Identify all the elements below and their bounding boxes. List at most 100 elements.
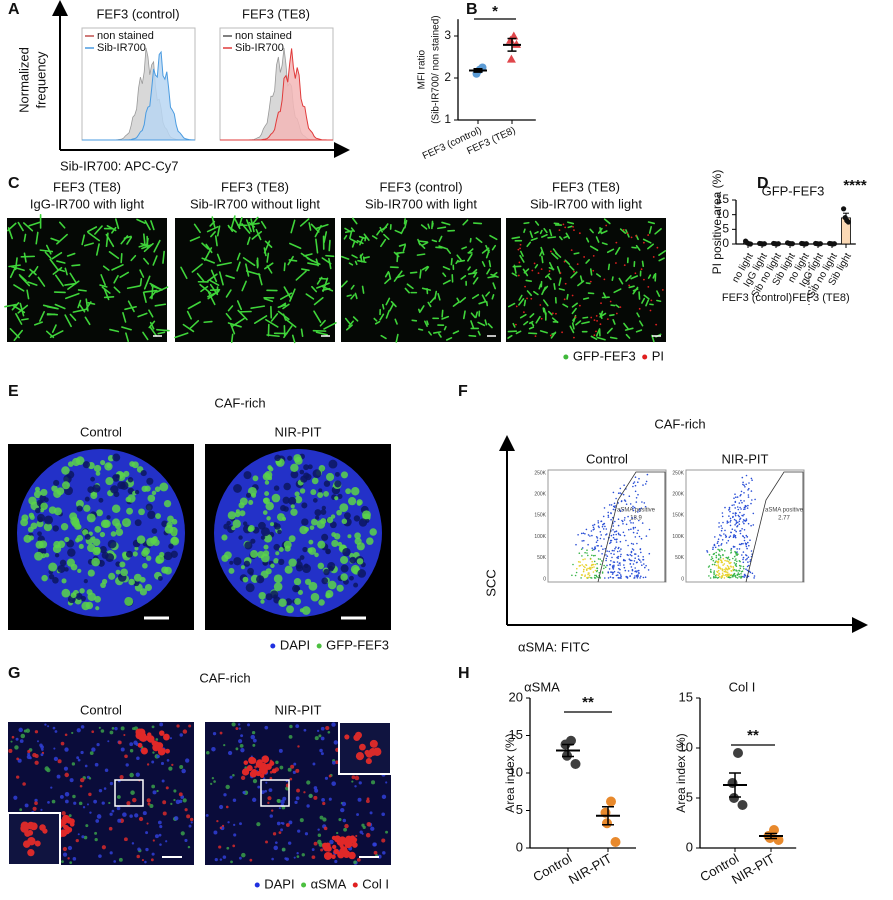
- spheroid-cell: [83, 578, 88, 584]
- event: [713, 571, 715, 574]
- cell: [421, 241, 429, 246]
- spheroid-cell: [140, 470, 147, 477]
- data-point: [727, 778, 738, 788]
- tissue-cell: [257, 785, 261, 789]
- tissue-cell: [265, 781, 268, 784]
- tissue-cell: [176, 724, 180, 728]
- cell: [590, 335, 598, 341]
- spheroid-cell: [262, 472, 271, 481]
- event: [575, 571, 578, 574]
- event: [754, 498, 756, 501]
- data-point: [509, 31, 519, 40]
- tissue-cell: [179, 733, 183, 737]
- event: [645, 480, 648, 483]
- event: [584, 551, 586, 554]
- tissue-cell: [98, 788, 103, 793]
- event: [600, 534, 602, 536]
- tissue-cell: [142, 811, 147, 816]
- data-point: [506, 54, 516, 63]
- event: [584, 575, 586, 578]
- tissue-cell: [36, 740, 39, 743]
- cell: [384, 278, 391, 285]
- event: [609, 563, 612, 566]
- flow-tick-label: 0: [543, 576, 546, 582]
- event: [740, 575, 743, 578]
- event: [729, 521, 731, 523]
- spheroid-cell: [263, 544, 269, 550]
- event: [632, 531, 635, 534]
- cell: [19, 275, 31, 287]
- cell: [523, 228, 526, 234]
- tissue-cell: [237, 723, 241, 726]
- tissue-cell: [335, 760, 339, 765]
- tissue-cell: [145, 831, 149, 835]
- event: [583, 565, 585, 568]
- group-label: FEF3 (TE8): [792, 292, 849, 304]
- event: [586, 577, 588, 579]
- spheroid-cell: [273, 558, 279, 564]
- cell: [305, 293, 315, 300]
- spheroid-cell: [314, 509, 322, 516]
- cell: [13, 329, 24, 342]
- spheroid-cell: [20, 518, 29, 527]
- tissue-cell: [19, 739, 24, 743]
- event: [730, 551, 733, 553]
- colI-cluster: [271, 768, 277, 774]
- spheroid-cell: [112, 453, 121, 462]
- spheroid-cell: [271, 493, 281, 503]
- cell: [625, 333, 631, 339]
- event: [722, 564, 724, 566]
- event: [724, 574, 726, 577]
- tissue-cell: [67, 857, 70, 860]
- tissue-cell: [136, 756, 140, 761]
- spheroid-cell: [36, 520, 44, 528]
- cell: [120, 253, 123, 264]
- spheroid-cell: [303, 464, 310, 471]
- event: [601, 560, 603, 562]
- tissue-cell: [40, 808, 43, 811]
- event: [621, 519, 623, 522]
- spheroid-cell: [288, 535, 296, 543]
- tissue-cell: [370, 780, 376, 785]
- event: [737, 508, 740, 511]
- event: [734, 529, 736, 531]
- cell: [196, 272, 205, 282]
- tissue-cell: [160, 761, 165, 766]
- pi-dot: [515, 305, 518, 308]
- event: [642, 556, 644, 558]
- spheroid-cell: [295, 561, 303, 569]
- spheroid-cell: [342, 547, 351, 557]
- event: [636, 532, 638, 534]
- cell: [344, 230, 354, 234]
- event: [727, 560, 730, 563]
- tissue-cell: [296, 788, 300, 793]
- cell: [207, 290, 220, 300]
- tissue-cell: [230, 860, 233, 864]
- event: [738, 523, 741, 525]
- inset-cell: [20, 824, 29, 833]
- spheroid-cell: [336, 584, 344, 592]
- cell: [607, 263, 611, 271]
- tissue-cell: [73, 801, 77, 805]
- cell: [308, 222, 312, 231]
- event: [736, 560, 738, 563]
- tissue-cell: [108, 826, 113, 831]
- event: [714, 561, 716, 564]
- cell: [313, 296, 324, 306]
- tissue-cell: [129, 772, 134, 778]
- event: [609, 542, 611, 545]
- cell: [515, 330, 522, 335]
- data-point: [841, 206, 847, 212]
- cell: [113, 274, 119, 284]
- event: [589, 535, 591, 537]
- tissue-cell: [98, 854, 102, 858]
- cell: [485, 244, 490, 254]
- tissue-cell: [353, 860, 357, 865]
- tissue-cell: [319, 815, 324, 820]
- pi-dot: [533, 262, 536, 265]
- cell: [94, 225, 103, 235]
- spheroid-cell: [270, 563, 275, 569]
- event: [728, 536, 731, 539]
- event: [718, 526, 720, 528]
- spheroid-cell: [91, 536, 96, 541]
